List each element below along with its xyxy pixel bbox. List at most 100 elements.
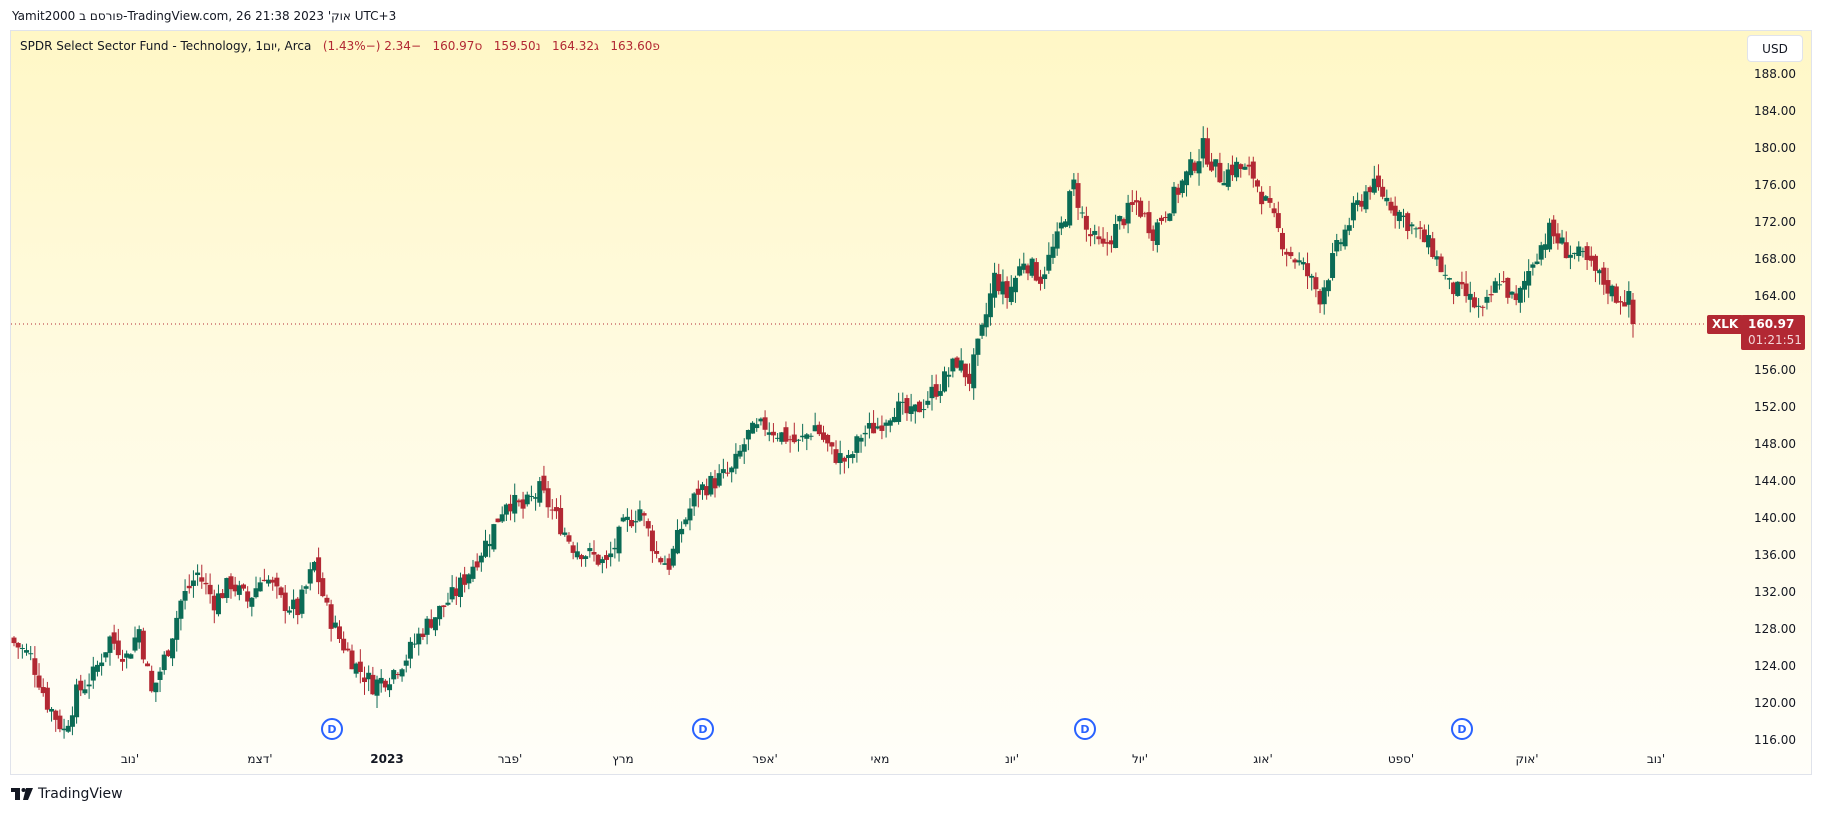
tradingview-logo[interactable]: TradingView: [11, 786, 123, 802]
candle: [599, 556, 605, 574]
price-tick: 136.00: [1754, 548, 1796, 562]
price-tick: 152.00: [1754, 400, 1796, 414]
candle: [875, 417, 881, 430]
candle: [1096, 226, 1102, 245]
candle: [382, 679, 388, 692]
dividend-icon[interactable]: D: [1074, 718, 1096, 740]
candle: [1346, 217, 1352, 236]
dividend-icon[interactable]: D: [1451, 718, 1473, 740]
candle: [74, 678, 80, 724]
candle: [274, 572, 280, 599]
candle: [1342, 224, 1348, 250]
candle: [645, 518, 651, 537]
candle: [61, 718, 67, 739]
candle: [545, 481, 551, 518]
candle: [1613, 283, 1619, 304]
legend-open: פ163.60: [610, 39, 660, 53]
currency-button[interactable]: USD: [1747, 35, 1803, 62]
candle: [871, 410, 877, 434]
candle: [1380, 179, 1386, 200]
time-tick: אוג': [1253, 752, 1273, 766]
candle: [979, 322, 985, 339]
candle: [779, 431, 785, 445]
candle: [40, 678, 46, 697]
candle: [449, 575, 455, 603]
candle: [424, 616, 430, 645]
price-tick: 140.00: [1754, 511, 1796, 525]
candle: [1288, 246, 1294, 259]
candle: [1317, 288, 1323, 314]
candle: [574, 542, 580, 560]
candle: [261, 568, 267, 582]
candle: [1309, 273, 1315, 291]
candle: [649, 524, 655, 563]
candle: [741, 438, 747, 464]
candle: [128, 653, 134, 659]
candle: [587, 542, 593, 558]
candle: [775, 433, 781, 442]
candle: [495, 518, 501, 523]
candle: [829, 441, 835, 455]
price-tick: 148.00: [1754, 437, 1796, 451]
candle: [950, 357, 956, 378]
candle: [1008, 275, 1014, 306]
candle: [1334, 233, 1340, 257]
candle: [578, 553, 584, 567]
candle: [612, 538, 618, 559]
candle: [387, 677, 393, 698]
candle: [1271, 202, 1277, 218]
candle: [808, 433, 814, 441]
candle: [1200, 126, 1206, 168]
candle: [1446, 277, 1452, 290]
candle: [896, 392, 902, 425]
candle: [153, 682, 159, 702]
candle: [186, 574, 192, 594]
candle: [1238, 163, 1244, 178]
legend-change: −2.34 (−1.43%): [322, 39, 421, 53]
price-tick: 116.00: [1754, 733, 1796, 747]
candle: [654, 541, 660, 559]
candle: [1250, 156, 1256, 188]
symbol-legend: SPDR Select Sector Fund - Technology, 1י…: [20, 39, 660, 53]
candle: [1630, 293, 1636, 338]
candle: [512, 483, 518, 523]
candle: [1213, 159, 1219, 178]
candle: [57, 709, 63, 733]
candle: [992, 262, 998, 308]
candle: [583, 555, 589, 567]
candle: [1104, 232, 1110, 256]
time-tick: אוק': [1515, 752, 1539, 766]
candle: [954, 356, 960, 369]
candle: [1150, 225, 1156, 251]
dividend-icon[interactable]: D: [692, 718, 714, 740]
price-tick: 184.00: [1754, 104, 1796, 118]
candle: [240, 583, 246, 591]
candle: [403, 654, 409, 673]
last-price-label: 160.97 01:21:51: [1741, 315, 1805, 350]
candle: [82, 679, 88, 695]
candle: [15, 641, 21, 659]
candle: [1401, 208, 1407, 228]
candle: [1196, 149, 1202, 186]
candle: [524, 491, 530, 507]
dividend-icon[interactable]: D: [321, 718, 343, 740]
candle: [553, 498, 559, 519]
candle: [478, 552, 484, 572]
candle: [908, 393, 914, 422]
candle: [812, 412, 818, 432]
candle: [1000, 269, 1006, 305]
price-tick: 144.00: [1754, 474, 1796, 488]
candle: [1033, 258, 1039, 282]
candle: [412, 633, 418, 648]
candle: [170, 638, 176, 667]
candle: [353, 662, 359, 678]
candle: [1217, 152, 1223, 184]
candle: [1384, 189, 1390, 206]
candle: [904, 394, 910, 421]
candle: [987, 283, 993, 326]
candle: [1463, 271, 1469, 303]
price-tick: 180.00: [1754, 141, 1796, 155]
candle: [1363, 185, 1369, 213]
candle: [357, 649, 363, 684]
candle: [558, 495, 564, 536]
